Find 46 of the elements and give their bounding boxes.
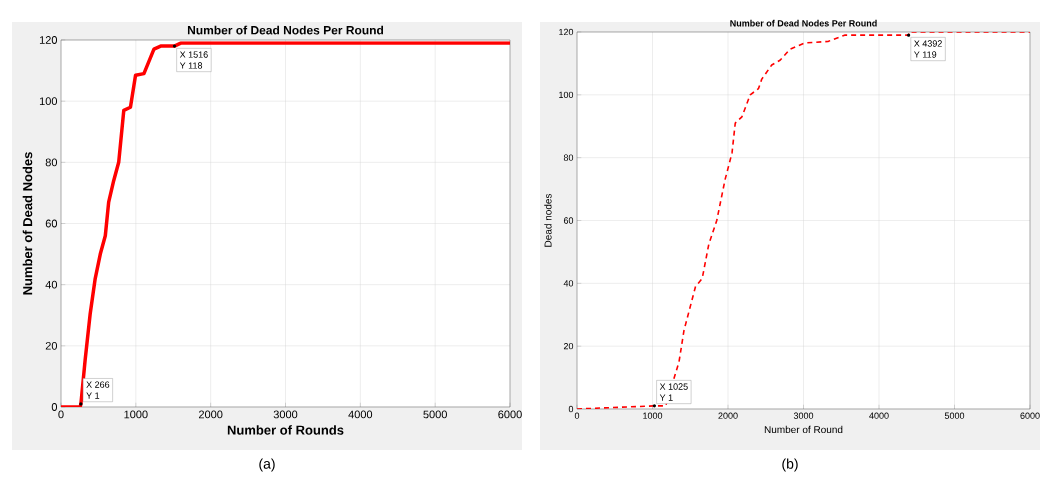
annotation: X 4392	[914, 40, 942, 47]
annotation: Y 119	[914, 51, 937, 58]
x-axis-title: Number of Round	[764, 425, 843, 434]
x-tick-label: 1000	[124, 410, 148, 419]
line-series	[61, 41, 510, 407]
x-tick-label: 6000	[498, 410, 522, 419]
line-series	[577, 32, 1030, 409]
y-tick-label: 80	[45, 158, 58, 167]
x-tick-label: 1000	[643, 412, 663, 419]
y-tick-label: 40	[45, 280, 58, 289]
annotation: Y 1	[86, 392, 100, 399]
x-tick-label: 3000	[273, 410, 298, 419]
annotation: X 1025	[659, 383, 688, 390]
annotation: X 266	[86, 381, 110, 388]
x-tick-label: 5000	[944, 412, 965, 419]
y-axis-title: Dead nodes	[544, 193, 552, 247]
x-tick-label: 4000	[348, 410, 373, 419]
y-tick-label: 0	[51, 403, 58, 411]
y-axis-title: Number of Dead Nodes	[22, 152, 33, 295]
annotation: X 1516	[179, 51, 208, 58]
chart-title: Number of Dead Nodes Per Round	[187, 25, 384, 35]
x-tick-label: 4000	[869, 412, 889, 419]
x-tick-label: 0	[574, 412, 580, 419]
x-tick-label: 3000	[793, 412, 814, 419]
text: (b)	[782, 458, 798, 472]
y-tick-label: 60	[563, 217, 574, 224]
x-tick-label: 2000	[198, 410, 223, 419]
y-tick-label: 120	[559, 28, 574, 36]
x-axis-title: Number of Rounds	[227, 425, 344, 435]
y-tick-label: 100	[39, 97, 58, 106]
y-tick-label: 40	[563, 280, 574, 287]
y-tick-label: 120	[39, 36, 58, 44]
x-tick-label: 5000	[423, 410, 447, 419]
text: (a)	[259, 458, 275, 472]
y-tick-label: 80	[563, 154, 574, 161]
chart-title: Number of Dead Nodes Per Round	[730, 19, 877, 27]
y-tick-label: 20	[45, 341, 58, 350]
y-tick-label: 60	[45, 219, 58, 228]
y-tick-label: 20	[563, 342, 574, 350]
x-tick-label: 6000	[1020, 412, 1040, 419]
x-tick-label: 2000	[718, 412, 738, 419]
y-tick-label: 100	[559, 91, 574, 99]
x-tick-label: 0	[58, 410, 64, 419]
y-tick-label: 0	[568, 405, 574, 413]
annotation: Y 118	[179, 62, 203, 69]
annotation: Y 1	[659, 394, 673, 401]
